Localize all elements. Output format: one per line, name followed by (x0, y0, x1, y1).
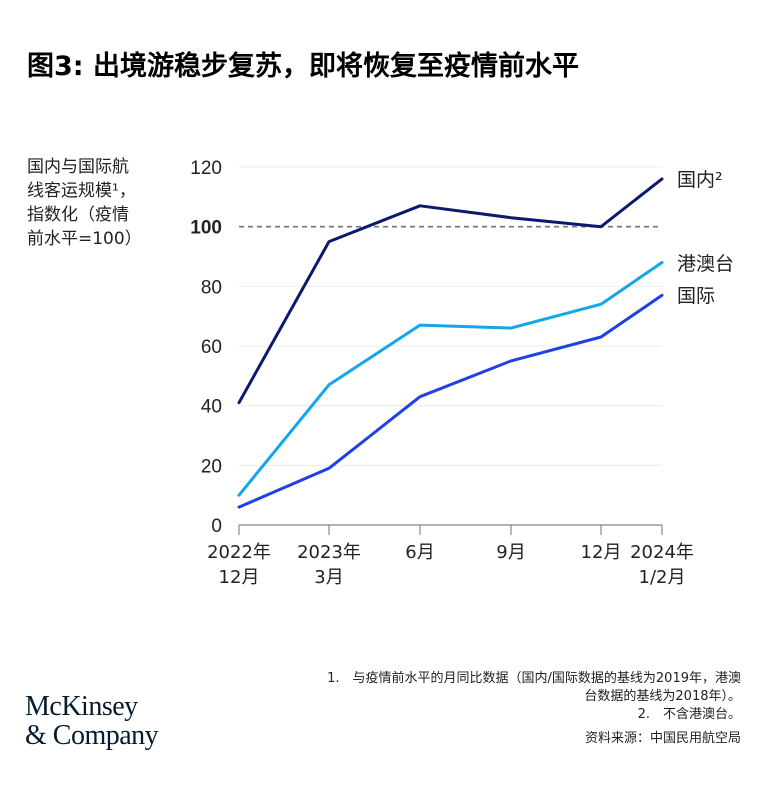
x-tick-label: 12月 (581, 542, 622, 563)
y-axis-label-line: 国内与国际航 (27, 157, 129, 177)
y-axis-label-line: 前水平=100） (27, 229, 142, 249)
y-tick-label: 20 (201, 456, 222, 477)
y-tick-label: 60 (201, 337, 222, 358)
x-tick-label: 12月 (219, 567, 260, 588)
logo-line-1: McKinsey (25, 691, 138, 722)
y-axis-label-line: 指数化（疫情 (27, 205, 129, 225)
x-tick-label: 3月 (314, 567, 343, 588)
footnote-1-line-2: 台数据的基线为2018年）。 (584, 689, 741, 704)
y-axis-label-line: 线客运规模¹， (27, 181, 136, 201)
x-tick-label: 9月 (496, 542, 525, 563)
x-axis: 2022年 12月 2023年 3月 6月 9月 12月 2024年 1/2月 (207, 524, 694, 588)
mckinsey-logo: McKinsey & Company (25, 691, 159, 751)
x-tick-label: 2024年 (630, 542, 694, 563)
series-lines (237, 177, 664, 509)
logo-line-2: & Company (25, 720, 159, 751)
y-tick-label: 40 (201, 397, 222, 418)
footnotes: 1. 与疫情前水平的月同比数据（国内/国际数据的基线为2019年，港澳 台数据的… (327, 670, 741, 748)
source-note: 资料来源：中国民用航空局 (584, 731, 741, 746)
series-label-international: 国际 (677, 285, 715, 307)
x-tick-label: 2023年 (297, 542, 361, 563)
series-line-domestic (237, 177, 664, 405)
x-tick-label: 2022年 (207, 542, 271, 563)
footnote-1-line-1: 1. 与疫情前水平的月同比数据（国内/国际数据的基线为2019年，港澳 (327, 671, 741, 686)
series-line-international (237, 293, 664, 509)
chart-title: 图3: 出境游稳步复苏，即将恢复至疫情前水平 (27, 51, 579, 82)
series-label-hmt: 港澳台 (677, 253, 734, 275)
x-tick-label: 1/2月 (639, 567, 686, 588)
y-tick-label: 0 (211, 516, 222, 537)
y-tick-label: 120 (190, 158, 222, 179)
y-tick-label: 80 (201, 277, 222, 298)
x-tick-label: 6月 (405, 542, 434, 563)
y-axis-ticks: 0 20 40 60 80 100 120 (190, 158, 222, 537)
gridlines (239, 166, 662, 466)
y-axis-label: 国内与国际航 线客运规模¹， 指数化（疫情 前水平=100） (27, 155, 177, 251)
footnote-2: 2. 不含港澳台。 (637, 707, 741, 722)
series-label-domestic: 国内² (677, 169, 723, 191)
series-line-hmt (237, 261, 664, 497)
y-tick-label: 100 (190, 218, 222, 239)
